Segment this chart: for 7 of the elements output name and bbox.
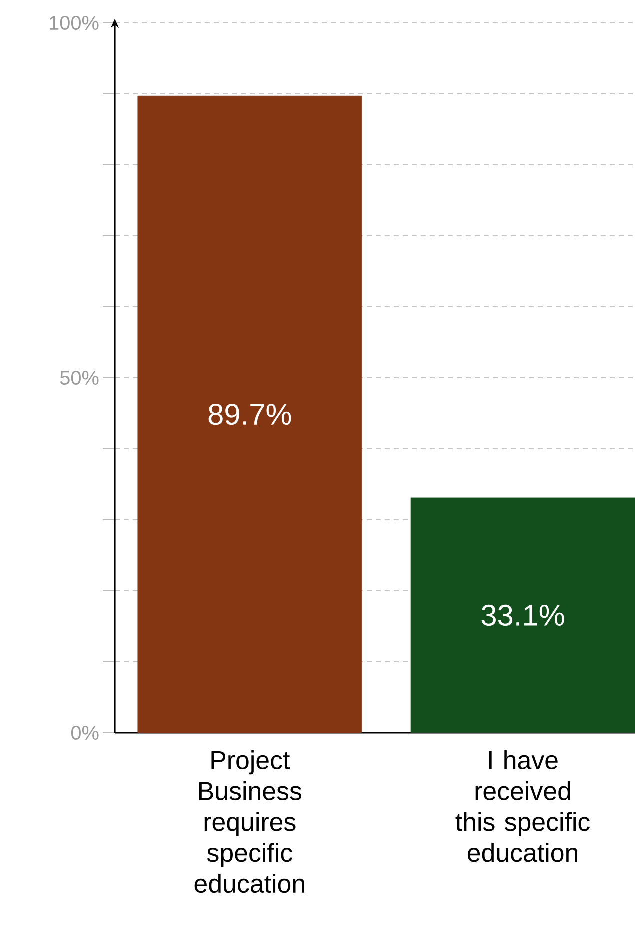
data-label: 89.7% <box>208 404 292 426</box>
y-tick-label: 100% <box>50 16 99 30</box>
x-tick-label: Project Business requires specific education <box>194 750 304 894</box>
data-label: 33.1% <box>482 604 564 626</box>
x-tick-label: I have received this specific education <box>456 750 590 862</box>
y-tick-label: 0% <box>71 726 99 740</box>
y-tick-label: 50% <box>60 370 99 386</box>
